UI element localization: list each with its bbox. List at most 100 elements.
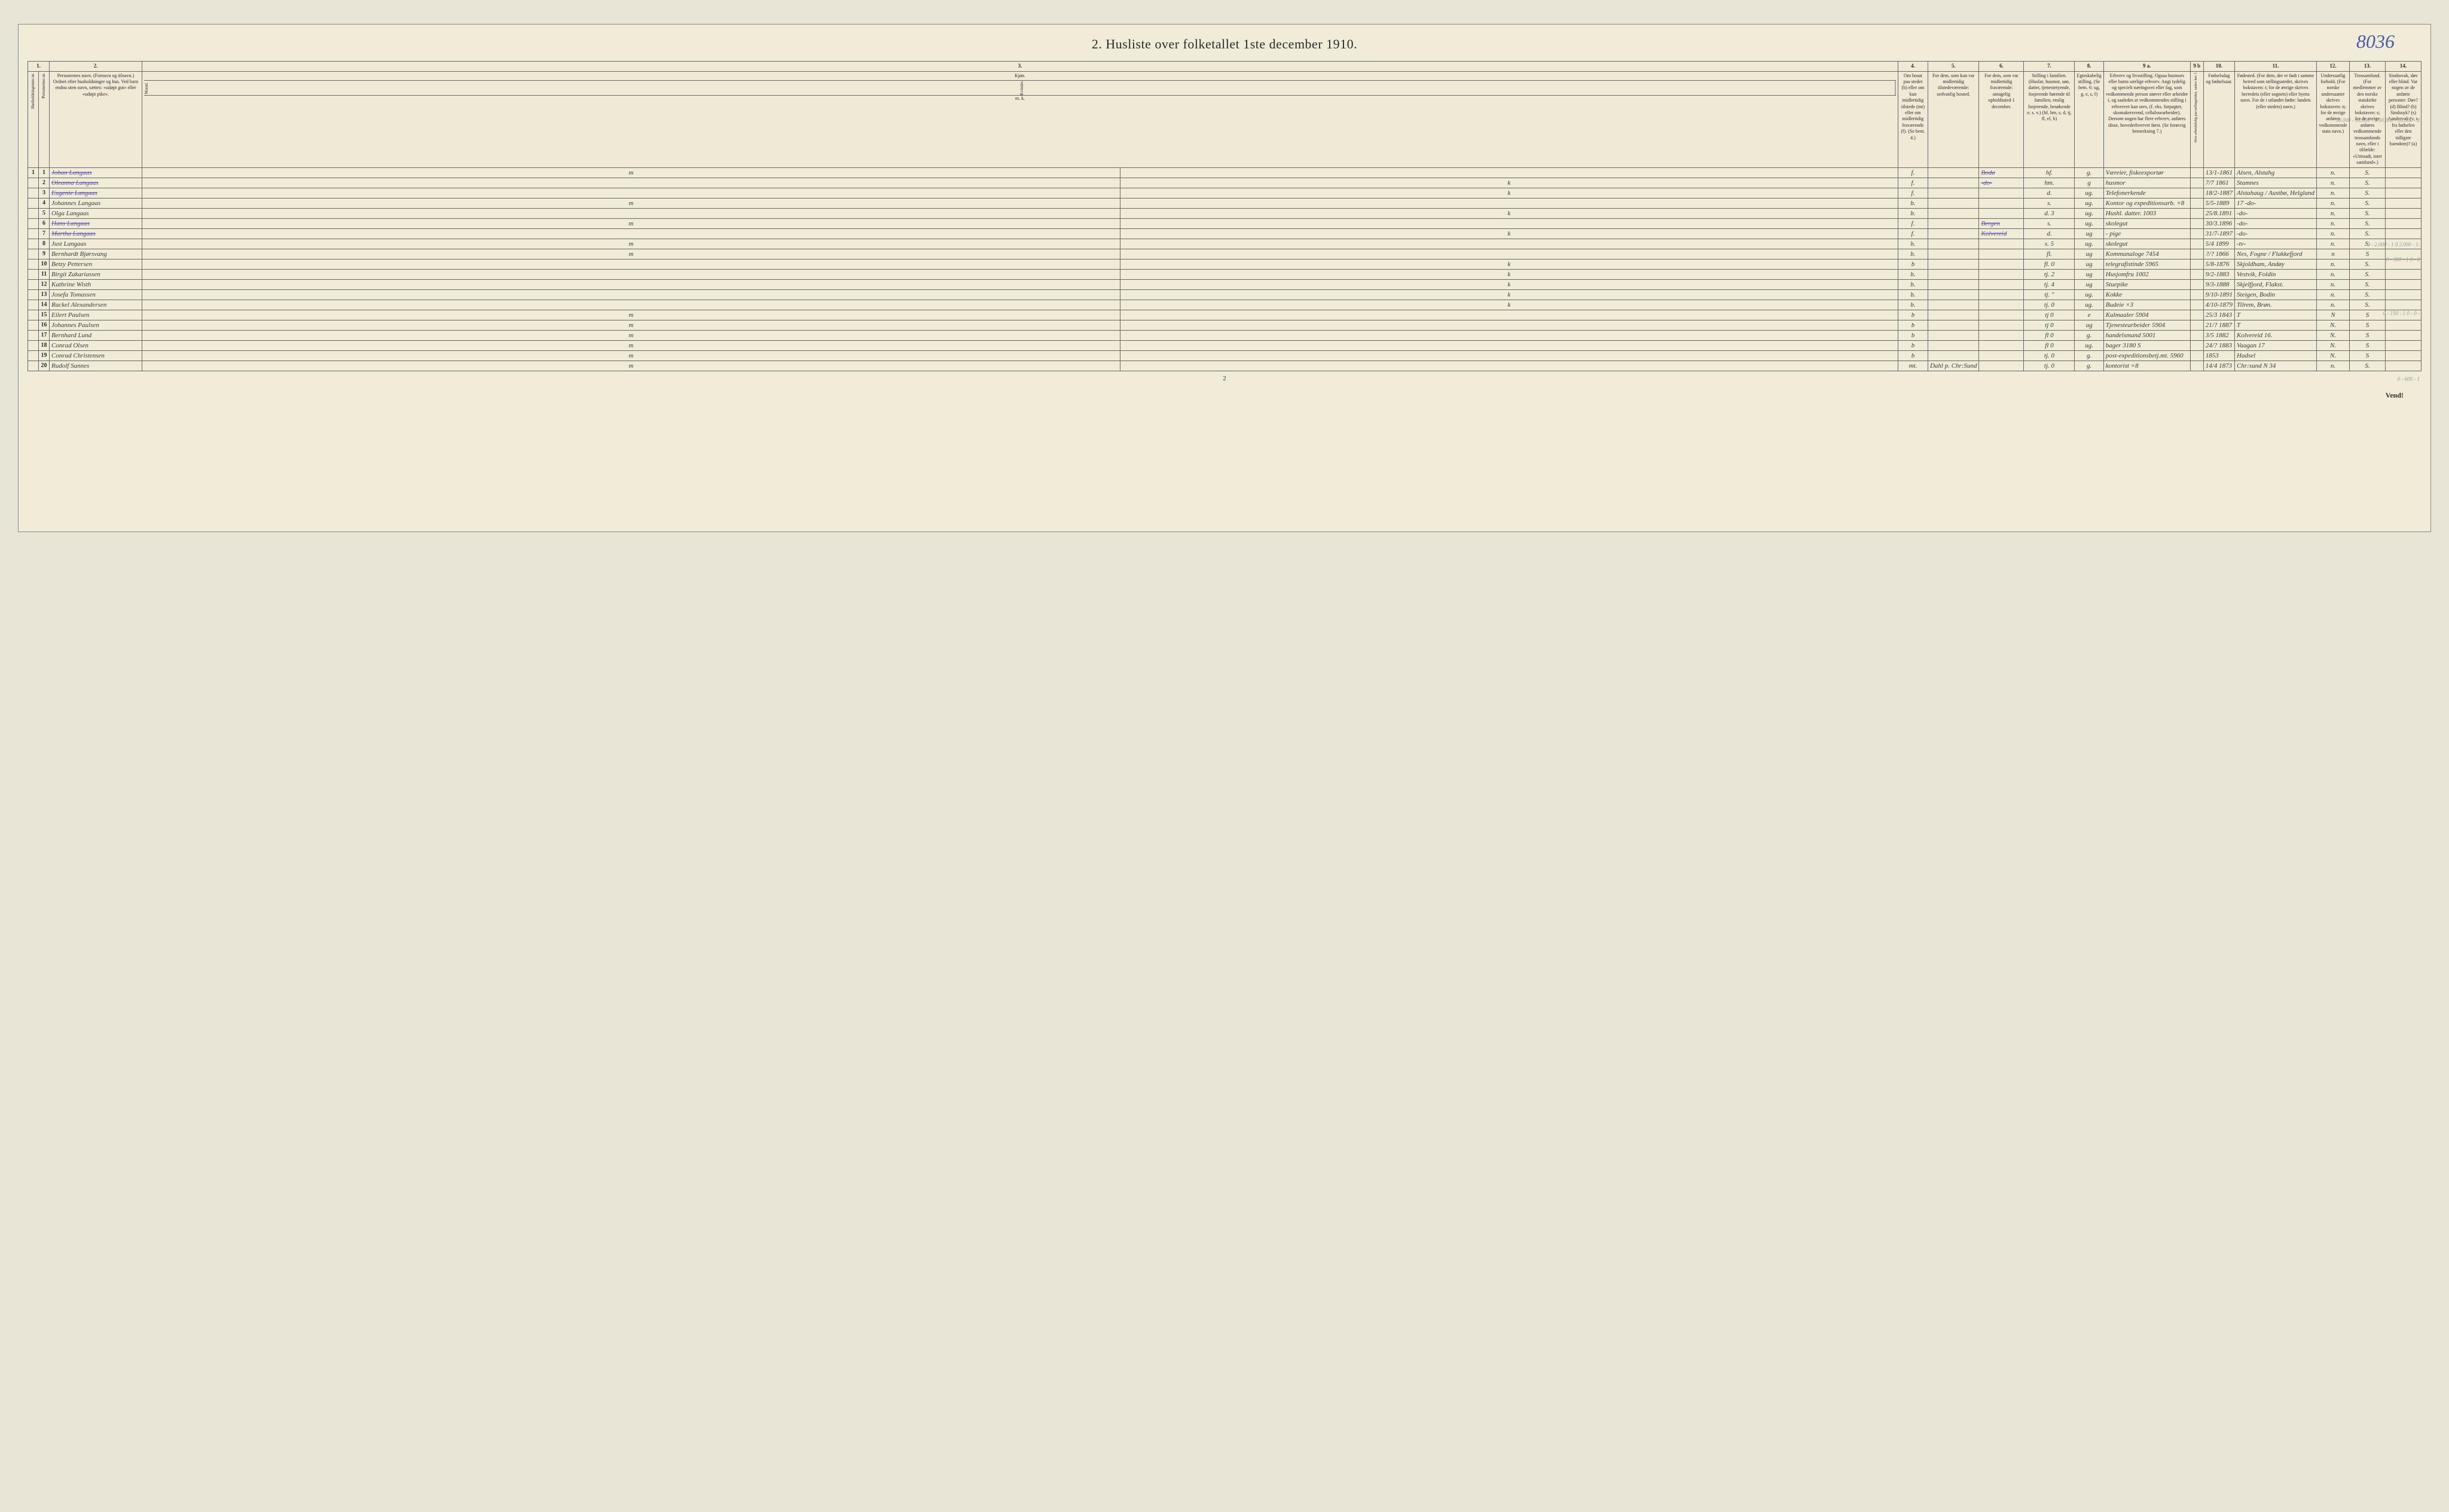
table-row: 12Kathrine Wisthkb.tj. 4ugStuepike9/3-18… <box>28 279 2421 289</box>
workless <box>2190 198 2203 208</box>
occupation: Husjomfru 1002 <box>2103 269 2190 279</box>
margin-note-row19: 0 - 600 - 1 <box>2398 376 2420 383</box>
person-name: Kathrine Wisth <box>50 279 142 289</box>
residence-status: b. <box>1898 279 1928 289</box>
h1a: Husholdningernes nr. <box>28 71 39 167</box>
workless <box>2190 188 2203 198</box>
census-table: 1. 2. 3. 4. 5. 6. 7. 8. 9 a. 9 b 10. 11.… <box>28 61 2421 371</box>
workless <box>2190 269 2203 279</box>
workless <box>2190 208 2203 218</box>
workless <box>2190 340 2203 350</box>
residence-status: f. <box>1898 188 1928 198</box>
usual-residence <box>1928 289 1979 300</box>
disability <box>2386 167 2421 178</box>
workless <box>2190 218 2203 228</box>
person-num: 11 <box>39 269 50 279</box>
workless <box>2190 167 2203 178</box>
nationality: N. <box>2317 330 2350 340</box>
person-num: 4 <box>39 198 50 208</box>
marital-status: ug. <box>2075 188 2103 198</box>
person-num: 8 <box>39 239 50 249</box>
religion: S. <box>2350 198 2386 208</box>
household-num <box>28 310 39 320</box>
residence-status: b. <box>1898 198 1928 208</box>
family-position: tj. " <box>2024 289 2075 300</box>
sex-k: k <box>1120 228 1898 239</box>
marital-status: ug. <box>2075 239 2103 249</box>
household-num <box>28 269 39 279</box>
household-num <box>28 300 39 310</box>
col13-num: 13. <box>2350 62 2386 72</box>
sex-k <box>1120 167 1898 178</box>
sex-m <box>142 178 1120 188</box>
person-num: 10 <box>39 259 50 269</box>
occupation: post-expeditionsbetj.mt. 5960 <box>2103 350 2190 361</box>
table-row: 17Bernhard Lundmbfl 0g.handelsmand 50013… <box>28 330 2421 340</box>
workless <box>2190 350 2203 361</box>
usual-residence <box>1928 239 1979 249</box>
page-title: 2. Husliste over folketallet 1ste decemb… <box>28 36 2421 52</box>
religion: S <box>2350 310 2386 320</box>
household-num <box>28 208 39 218</box>
person-num: 2 <box>39 178 50 188</box>
sex-m: m <box>142 340 1120 350</box>
sex-m <box>142 300 1120 310</box>
h3: Kjøn. Mænd. Kvinder. m. k. <box>142 71 1898 167</box>
residence-status: b. <box>1898 249 1928 259</box>
table-row: 18Conrad Olsenmbfl 0ug.bager 3180 S24/? … <box>28 340 2421 350</box>
birth-date: 5/5-1889 <box>2203 198 2234 208</box>
sex-m <box>142 188 1120 198</box>
family-position: fl 0 <box>2024 340 2075 350</box>
occupation: kontorist ×8 <box>2103 361 2190 371</box>
household-num <box>28 289 39 300</box>
person-name: Eilert Paulsen <box>50 310 142 320</box>
occupation: Kokke <box>2103 289 2190 300</box>
sex-m: m <box>142 310 1120 320</box>
residence-status: b <box>1898 310 1928 320</box>
birth-place: Vestvik, Foldin <box>2235 269 2317 279</box>
residence-status: b. <box>1898 300 1928 310</box>
family-position: fl 0 <box>2024 330 2075 340</box>
household-num <box>28 350 39 361</box>
table-row: 3Eugenie Langaaskf.d.ug.Telefonerkende18… <box>28 188 2421 198</box>
household-num <box>28 259 39 269</box>
person-num: 16 <box>39 320 50 330</box>
person-num: 1 <box>39 167 50 178</box>
table-row: 14Rackel Alexandersenkb.tj. 0ug.Budeie ×… <box>28 300 2421 310</box>
col9b-num: 9 b <box>2190 62 2203 72</box>
marital-status: g. <box>2075 330 2103 340</box>
doc-number-handwritten: 8036 <box>2356 30 2395 53</box>
col8-num: 8. <box>2075 62 2103 72</box>
h8: Egteskabelig stilling. (Se bem. 6: ug, g… <box>2075 71 2103 167</box>
person-name: Rudolf Sannes <box>50 361 142 371</box>
religion: S <box>2350 340 2386 350</box>
household-num <box>28 188 39 198</box>
away-location <box>1979 279 2024 289</box>
sex-m: m <box>142 249 1120 259</box>
col6-num: 6. <box>1979 62 2024 72</box>
religion: S <box>2350 320 2386 330</box>
marital-status: g. <box>2075 350 2103 361</box>
away-location: -do- <box>1979 178 2024 188</box>
person-name: Johan Langaas <box>50 167 142 178</box>
marital-status: ug. <box>2075 289 2103 300</box>
religion: S. <box>2350 259 2386 269</box>
religion: S. <box>2350 218 2386 228</box>
usual-residence <box>1928 249 1979 259</box>
person-num: 19 <box>39 350 50 361</box>
birth-date: 9/10-1891 <box>2203 289 2234 300</box>
margin-note-row14: 0 - 150 - 1 0 - 0 - <box>2383 310 2420 317</box>
birth-place: Skjoldham, Andøy <box>2235 259 2317 269</box>
birth-place: Nes, Fogne / Flakkefjord <box>2235 249 2317 259</box>
religion: S. <box>2350 269 2386 279</box>
usual-residence <box>1928 167 1979 178</box>
household-num <box>28 239 39 249</box>
occupation: Tjenestearbeider 5904 <box>2103 320 2190 330</box>
person-num: 6 <box>39 218 50 228</box>
nationality: N. <box>2317 340 2350 350</box>
sex-m: m <box>142 198 1120 208</box>
residence-status: b <box>1898 340 1928 350</box>
birth-place: Kolvereid 16. <box>2235 330 2317 340</box>
religion: S. <box>2350 289 2386 300</box>
table-row: 8Just Langaasmb.s. 5ug.skolegut5/4 1899-… <box>28 239 2421 249</box>
